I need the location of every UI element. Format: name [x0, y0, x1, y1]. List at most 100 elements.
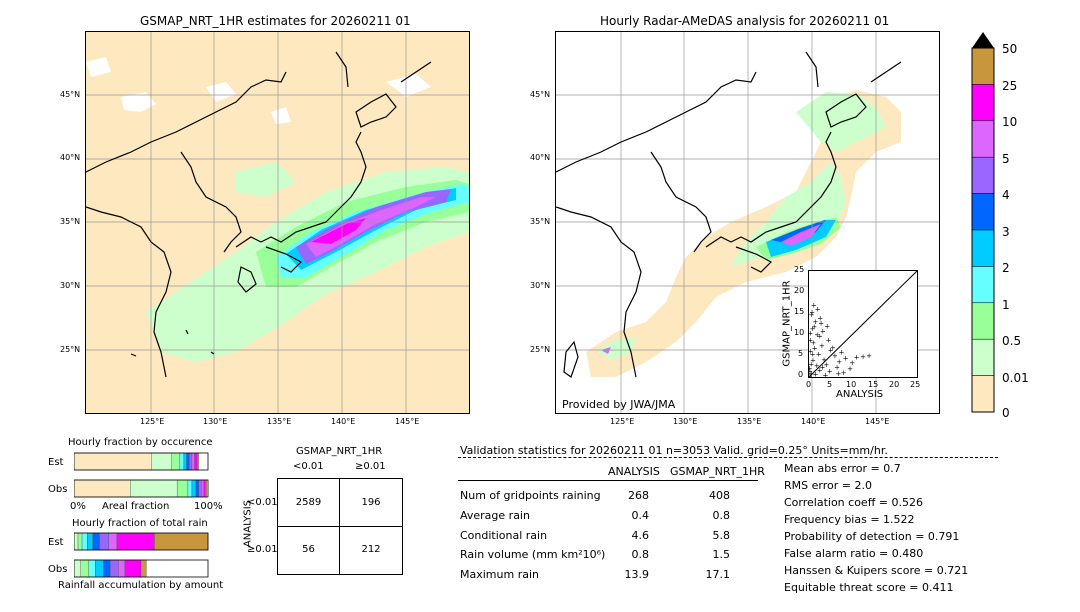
validation-analysis-value: 0.4: [631, 509, 650, 522]
one-to-one-line: [808, 270, 918, 378]
occurrence-obs-label: Obs: [48, 484, 68, 495]
fraction-segment: [116, 532, 155, 551]
colorbar-label: 10: [1002, 115, 1018, 129]
scatter-point: +: [810, 350, 816, 358]
colorbar-block: [971, 266, 995, 304]
score-line: RMS error = 2.0: [784, 479, 872, 492]
validation-col-analysis: ANALYSIS: [608, 465, 660, 478]
fraction-segment: [191, 479, 197, 498]
fraction-segment: [194, 452, 198, 471]
occurrence-x-min: 0%: [70, 501, 86, 512]
scatter-point: +: [811, 323, 817, 331]
score-line: Equitable threat score = 0.411: [784, 581, 954, 594]
left-lat-label: 25°N: [60, 345, 81, 354]
scatter-y-tick: 15: [794, 307, 805, 316]
colorbar-block: [971, 229, 995, 267]
fraction-segment: [191, 452, 195, 471]
scatter-point: +: [809, 370, 814, 377]
scatter-point: +: [809, 336, 813, 344]
scatter-point: +: [809, 329, 813, 337]
scatter-point: +: [810, 325, 816, 333]
contingency-cell: 196: [361, 497, 381, 508]
right-map-coastline: [556, 51, 902, 378]
scatter-y-tick: 0: [798, 370, 804, 379]
occurrence-bars: [74, 452, 209, 498]
validation-analysis-value: 4.6: [631, 529, 650, 542]
rain-obs-label: Obs: [48, 564, 68, 575]
right-lat-label: 25°N: [530, 345, 551, 354]
scatter-point: +: [828, 346, 834, 354]
left-map-coastline: [86, 51, 432, 378]
fraction-bar-frame: [74, 532, 209, 551]
scatter-x-label: ANALYSIS: [836, 389, 884, 400]
validation-col-divider: [458, 480, 758, 481]
scatter-point: +: [838, 349, 844, 357]
fraction-segment: [197, 452, 199, 471]
scatter-point: +: [817, 332, 823, 340]
contingency-cell: 212: [361, 544, 381, 555]
fraction-segment: [154, 532, 209, 551]
scatter-point: +: [834, 363, 840, 371]
fraction-segment: [201, 479, 205, 498]
right-lon-label: 140°E: [801, 417, 826, 426]
colorbar-label: 25: [1002, 79, 1018, 93]
contingency-col-label: <0.01: [293, 461, 324, 472]
scatter-y-tick: 25: [794, 265, 805, 274]
validation-row-label: Num of gridpoints raining: [460, 489, 601, 502]
fraction-segment: [187, 479, 193, 498]
validation-gsmap-value: 1.5: [712, 548, 731, 561]
fraction-segment: [95, 559, 104, 578]
score-line: Hanssen & Kuipers score = 0.721: [784, 564, 969, 577]
colorbar-block: [971, 375, 995, 413]
left-lon-label: 130°E: [203, 417, 228, 426]
validation-gsmap-value: 5.8: [712, 529, 731, 542]
colorbar-block: [971, 302, 995, 340]
fraction-segment: [140, 559, 147, 578]
rain-fraction-title: Hourly fraction of total rain: [72, 518, 208, 529]
contingency-col-label: ≥0.01: [355, 461, 386, 472]
scatter-point: +: [820, 327, 826, 335]
right-map-rain-field: [556, 32, 939, 413]
scatter-point: +: [814, 331, 820, 339]
data-credit: Provided by JWA/JMA: [562, 398, 676, 411]
scatter-point: +: [866, 352, 872, 360]
scatter-point: +: [809, 348, 814, 356]
scatter-point: +: [810, 339, 816, 347]
contingency-row-label: <0.01: [247, 497, 278, 508]
scatter-point: +: [809, 308, 815, 316]
colorbar-block: [971, 84, 995, 122]
validation-divider: [458, 457, 998, 458]
scatter-point: +: [816, 351, 822, 359]
contingency-cell: 56: [302, 544, 315, 555]
left-lon-label: 125°E: [140, 417, 165, 426]
scatter-x-tick: 25: [910, 380, 921, 389]
fraction-bar-frame: [74, 479, 209, 498]
fraction-segment: [205, 479, 207, 498]
fraction-segment: [171, 452, 181, 471]
left-map: [85, 31, 470, 414]
left-lon-label: 135°E: [267, 417, 292, 426]
fraction-segment: [179, 452, 185, 471]
right-lat-label: 40°N: [530, 153, 551, 162]
scatter-x-tick: 15: [868, 380, 879, 389]
left-lat-label: 45°N: [60, 90, 81, 99]
left-lon-label: 145°E: [395, 417, 420, 426]
scatter-point: +: [815, 306, 821, 314]
right-lon-label: 130°E: [673, 417, 698, 426]
right-lon-label: 125°E: [610, 417, 635, 426]
occurrence-est-label: Est: [48, 457, 64, 468]
left-map-title: GSMAP_NRT_1HR estimates for 20260211 01: [140, 14, 411, 28]
scatter-point: +: [841, 369, 847, 377]
colorbar-label: 3: [1002, 225, 1010, 239]
validation-analysis-value: 268: [628, 489, 649, 502]
scatter-point: +: [843, 354, 849, 362]
colorbar-block: [971, 120, 995, 158]
fraction-segment: [189, 452, 193, 471]
fraction-segment: [87, 532, 93, 551]
score-line: Frequency bias = 1.522: [784, 513, 915, 526]
fraction-segment: [74, 452, 152, 471]
scatter-point: +: [847, 365, 853, 373]
scatter-point: +: [809, 372, 813, 377]
validation-row-label: Maximum rain: [460, 568, 539, 581]
scatter-point: +: [809, 368, 813, 376]
